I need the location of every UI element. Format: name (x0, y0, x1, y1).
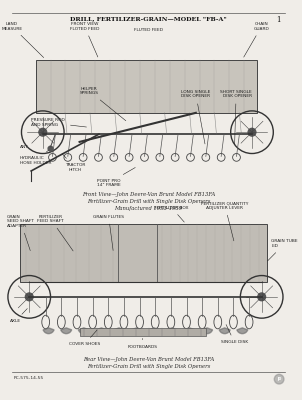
Wedge shape (219, 328, 230, 334)
Text: 1: 1 (277, 16, 281, 24)
Text: Fertilizer-Grain Drill with Single Disk Openers: Fertilizer-Grain Drill with Single Disk … (87, 199, 210, 204)
Text: Manufactured 1953-1959: Manufactured 1953-1959 (114, 206, 182, 211)
Wedge shape (166, 328, 177, 334)
Circle shape (274, 374, 284, 384)
Text: SHORT SINGLE
DISK OPENER: SHORT SINGLE DISK OPENER (220, 90, 252, 144)
Text: FERTILIZER BOX: FERTILIZER BOX (154, 206, 189, 222)
Wedge shape (237, 328, 248, 334)
Text: JD: JD (277, 377, 281, 381)
Text: ANT: ANT (20, 145, 28, 149)
Text: FERTILIZER QUANTITY
ADJUSTER LEVER: FERTILIZER QUANTITY ADJUSTER LEVER (201, 201, 249, 241)
Text: GRAIN FLUTES: GRAIN FLUTES (93, 214, 124, 250)
Text: TRACTOR
HITCH: TRACTOR HITCH (62, 154, 85, 172)
Text: COVER SHOES: COVER SHOES (69, 330, 100, 346)
Wedge shape (43, 328, 54, 334)
Circle shape (25, 293, 33, 301)
Text: GRAIN
SEED SHAFT
ADAPTER: GRAIN SEED SHAFT ADAPTER (7, 214, 34, 251)
FancyBboxPatch shape (80, 328, 205, 336)
Circle shape (248, 128, 256, 136)
Text: FLUTED FEED: FLUTED FEED (134, 28, 163, 32)
Text: PRESSURE ROD
AND SPRING: PRESSURE ROD AND SPRING (31, 118, 86, 127)
Text: Fertilizer-Grain Drill with Single Disk Openers: Fertilizer-Grain Drill with Single Disk … (87, 364, 210, 369)
Text: PC-575-14-55: PC-575-14-55 (14, 376, 44, 380)
Wedge shape (149, 328, 160, 334)
Text: FERTILIZER
FEED SHAFT: FERTILIZER FEED SHAFT (37, 214, 73, 251)
Wedge shape (114, 328, 124, 334)
Text: CHAIN
GUARD: CHAIN GUARD (244, 22, 270, 57)
Text: Rear View—John Deere-Van Brunt Model FB13FA: Rear View—John Deere-Van Brunt Model FB1… (83, 357, 214, 362)
FancyBboxPatch shape (20, 224, 267, 282)
Text: DRILL, FERTILIZER-GRAIN—MODEL "FB-A": DRILL, FERTILIZER-GRAIN—MODEL "FB-A" (70, 16, 227, 21)
Text: SINGLE DISK: SINGLE DISK (221, 324, 248, 344)
Wedge shape (184, 328, 195, 334)
Text: HELPER
SPRINGS: HELPER SPRINGS (80, 87, 126, 121)
Text: GRAIN TUBE
LID: GRAIN TUBE LID (268, 239, 298, 261)
Wedge shape (202, 328, 213, 334)
Text: LAND
MEASURE: LAND MEASURE (1, 22, 44, 58)
Circle shape (258, 293, 265, 301)
Text: Front View—John Deere-Van Brunt Model FB13FA: Front View—John Deere-Van Brunt Model FB… (82, 192, 215, 197)
FancyBboxPatch shape (36, 60, 257, 113)
Wedge shape (96, 328, 107, 334)
Wedge shape (131, 328, 142, 334)
Text: AXLE: AXLE (10, 308, 27, 323)
Circle shape (48, 146, 53, 151)
Text: POINT PRO
14" FRAME: POINT PRO 14" FRAME (97, 168, 135, 187)
Text: FRONT VIEW
FLOTED FEED: FRONT VIEW FLOTED FEED (70, 22, 99, 57)
Circle shape (39, 128, 47, 136)
Text: FOOTBOARDS: FOOTBOARDS (127, 338, 158, 349)
Wedge shape (61, 328, 72, 334)
Text: HYDRAULIC
HOSE HOLDER: HYDRAULIC HOSE HOLDER (20, 150, 51, 165)
Text: LONG SINGLE
DISK OPENER: LONG SINGLE DISK OPENER (181, 90, 210, 144)
Wedge shape (78, 328, 89, 334)
